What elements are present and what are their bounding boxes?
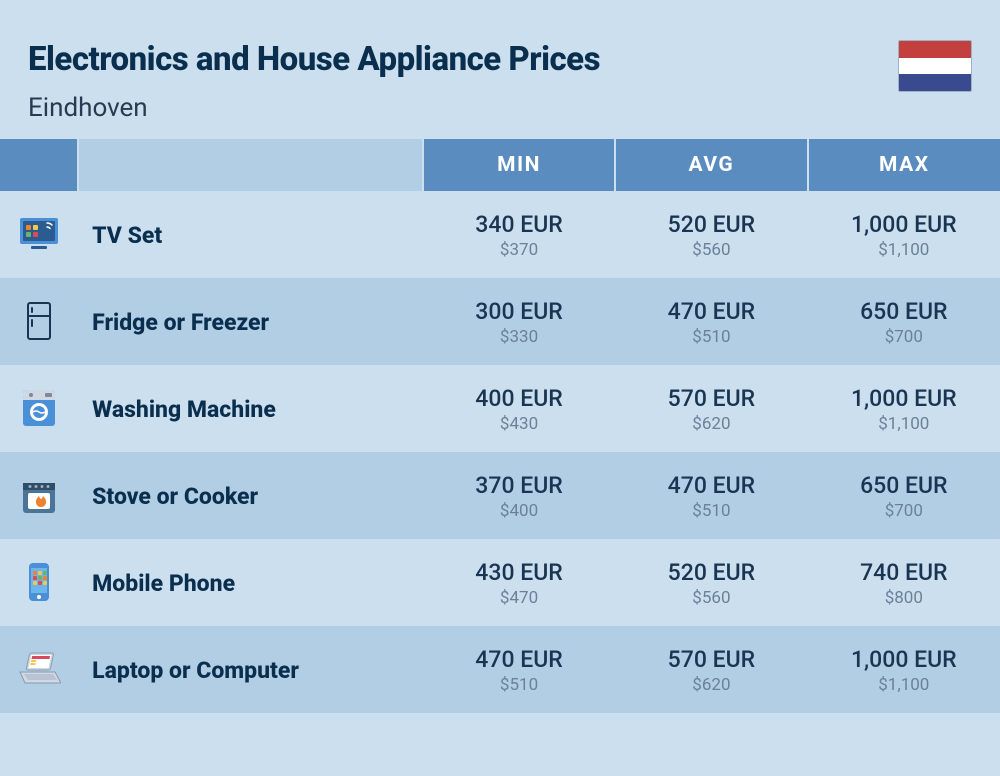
row-max: 650 EUR $700 (808, 452, 1000, 539)
row-name: Laptop or Computer (78, 626, 423, 713)
row-icon-cell (0, 452, 78, 539)
price-eur: 650 EUR (816, 472, 992, 499)
price-eur: 1,000 EUR (816, 211, 992, 238)
row-name: Fridge or Freezer (78, 278, 423, 365)
page-title: Electronics and House Appliance Prices (28, 40, 898, 79)
row-avg: 470 EUR $510 (615, 278, 807, 365)
price-usd: $1,100 (816, 240, 992, 260)
price-usd: $800 (816, 588, 992, 608)
row-max: 1,000 EUR $1,100 (808, 365, 1000, 452)
header-icon-col (0, 139, 78, 191)
row-name: Mobile Phone (78, 539, 423, 626)
price-usd: $510 (623, 501, 799, 521)
row-name: Washing Machine (78, 365, 423, 452)
table-row: TV Set 340 EUR $370 520 EUR $560 1,000 E… (0, 191, 1000, 278)
price-usd: $430 (431, 414, 607, 434)
row-min: 400 EUR $430 (423, 365, 615, 452)
row-max: 740 EUR $800 (808, 539, 1000, 626)
row-min: 470 EUR $510 (423, 626, 615, 713)
row-avg: 570 EUR $620 (615, 626, 807, 713)
price-usd: $510 (431, 675, 607, 695)
row-max: 1,000 EUR $1,100 (808, 626, 1000, 713)
price-eur: 430 EUR (431, 559, 607, 586)
price-usd: $510 (623, 327, 799, 347)
row-min: 370 EUR $400 (423, 452, 615, 539)
price-usd: $1,100 (816, 675, 992, 695)
price-usd: $400 (431, 501, 607, 521)
table-row: Laptop or Computer 470 EUR $510 570 EUR … (0, 626, 1000, 713)
row-icon-cell (0, 365, 78, 452)
prices-table: MIN AVG MAX TV Set 340 EUR $370 520 EUR … (0, 139, 1000, 713)
price-eur: 520 EUR (623, 211, 799, 238)
price-usd: $470 (431, 588, 607, 608)
price-usd: $370 (431, 240, 607, 260)
price-eur: 650 EUR (816, 298, 992, 325)
price-eur: 370 EUR (431, 472, 607, 499)
row-name: Stove or Cooker (78, 452, 423, 539)
row-icon-cell (0, 539, 78, 626)
row-avg: 520 EUR $560 (615, 539, 807, 626)
price-usd: $700 (816, 501, 992, 521)
price-eur: 1,000 EUR (816, 646, 992, 673)
price-eur: 300 EUR (431, 298, 607, 325)
price-usd: $700 (816, 327, 992, 347)
row-max: 650 EUR $700 (808, 278, 1000, 365)
flag-netherlands (898, 40, 972, 92)
page-header: Electronics and House Appliance Prices E… (0, 0, 1000, 139)
row-min: 340 EUR $370 (423, 191, 615, 278)
table-row: Washing Machine 400 EUR $430 570 EUR $62… (0, 365, 1000, 452)
header-max: MAX (808, 139, 1000, 191)
row-max: 1,000 EUR $1,100 (808, 191, 1000, 278)
price-usd: $620 (623, 414, 799, 434)
tv-icon (17, 241, 61, 260)
row-min: 300 EUR $330 (423, 278, 615, 365)
row-avg: 570 EUR $620 (615, 365, 807, 452)
stove-icon (17, 502, 61, 521)
price-usd: $330 (431, 327, 607, 347)
price-eur: 570 EUR (623, 646, 799, 673)
price-eur: 470 EUR (623, 298, 799, 325)
price-eur: 470 EUR (431, 646, 607, 673)
header-avg: AVG (615, 139, 807, 191)
row-avg: 520 EUR $560 (615, 191, 807, 278)
header-name-col (78, 139, 423, 191)
price-usd: $620 (623, 675, 799, 695)
price-usd: $1,100 (816, 414, 992, 434)
row-name: TV Set (78, 191, 423, 278)
price-eur: 520 EUR (623, 559, 799, 586)
row-icon-cell (0, 191, 78, 278)
row-icon-cell (0, 626, 78, 713)
table-row: Stove or Cooker 370 EUR $400 470 EUR $51… (0, 452, 1000, 539)
row-icon-cell (0, 278, 78, 365)
table-header-row: MIN AVG MAX (0, 139, 1000, 191)
page-subtitle: Eindhoven (28, 93, 898, 123)
row-min: 430 EUR $470 (423, 539, 615, 626)
price-eur: 1,000 EUR (816, 385, 992, 412)
phone-icon (17, 589, 61, 608)
price-eur: 740 EUR (816, 559, 992, 586)
laptop-icon (17, 676, 61, 695)
table-row: Fridge or Freezer 300 EUR $330 470 EUR $… (0, 278, 1000, 365)
table-row: Mobile Phone 430 EUR $470 520 EUR $560 7… (0, 539, 1000, 626)
header-min: MIN (423, 139, 615, 191)
washer-icon (17, 415, 61, 434)
price-usd: $560 (623, 240, 799, 260)
price-eur: 570 EUR (623, 385, 799, 412)
price-eur: 470 EUR (623, 472, 799, 499)
fridge-icon (17, 328, 61, 347)
price-eur: 400 EUR (431, 385, 607, 412)
price-eur: 340 EUR (431, 211, 607, 238)
price-usd: $560 (623, 588, 799, 608)
row-avg: 470 EUR $510 (615, 452, 807, 539)
